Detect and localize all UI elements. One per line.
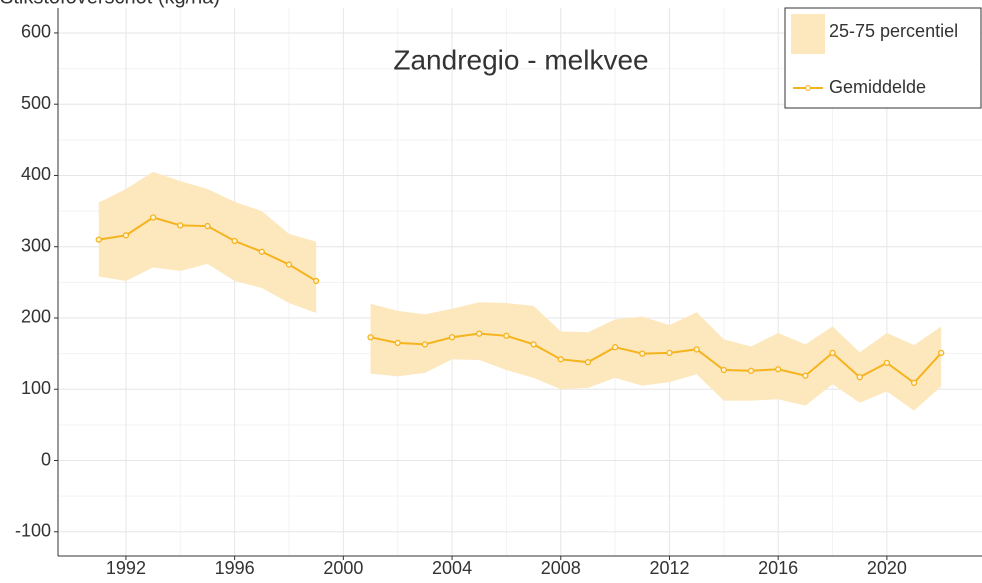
x-tick-label: 2000 [323, 558, 363, 578]
mean-point [693, 346, 700, 353]
y-axis-label: Stikstofoverschot (kg/ha) [0, 0, 220, 8]
mean-point [204, 222, 211, 230]
mean-point [231, 237, 238, 245]
legend-swatch [805, 85, 811, 91]
chart-title: Zandregio - melkvee [393, 44, 648, 75]
mean-point [122, 232, 130, 239]
mean-point [802, 372, 809, 379]
mean-point [557, 356, 564, 363]
mean-point [639, 350, 646, 357]
mean-point [394, 339, 401, 347]
legend-label: Gemiddelde [829, 77, 926, 97]
mean-point [421, 341, 429, 348]
x-tick-label: 2004 [432, 558, 472, 578]
percentile-band [370, 302, 942, 411]
mean-point [775, 366, 782, 373]
y-tick-label: 200 [21, 307, 51, 327]
mean-point [938, 349, 945, 357]
x-tick-label: 2012 [649, 558, 689, 578]
mean-point [720, 366, 727, 374]
percentile-band [98, 171, 317, 313]
mean-point [367, 334, 374, 341]
legend: 25-75 percentiel Gemiddelde [784, 7, 982, 109]
mean-point [883, 359, 891, 367]
mean-point [747, 367, 755, 374]
mean-point [95, 236, 102, 243]
mean-point [530, 341, 537, 348]
mean-point [829, 349, 836, 357]
legend-swatch [791, 14, 825, 54]
y-tick-label: 100 [21, 378, 51, 398]
mean-point [177, 222, 184, 229]
mean-point [448, 334, 456, 341]
y-tick-label: 600 [21, 22, 51, 42]
y-tick-label: 0 [41, 449, 51, 469]
x-tick-label: 2008 [541, 558, 581, 578]
mean-point [313, 277, 320, 285]
mean-point [149, 214, 157, 221]
mean-point [285, 261, 293, 268]
x-tick-label: 2020 [867, 558, 907, 578]
y-tick-label: 300 [21, 235, 51, 255]
mean-point [584, 359, 592, 366]
mean-point [611, 344, 619, 351]
mean-line [370, 332, 942, 385]
mean-point [910, 379, 918, 386]
mean-point [476, 330, 483, 337]
x-tick-label: 1992 [106, 558, 146, 578]
mean-point [503, 332, 510, 339]
mean-point [666, 349, 673, 357]
x-tick-label: 1996 [215, 558, 255, 578]
mean-point [856, 373, 863, 381]
y-tick-label: -100 [15, 521, 51, 541]
y-tick-label: 500 [21, 93, 51, 113]
x-tick-label: 2016 [758, 558, 798, 578]
legend-label: 25-75 percentiel [829, 21, 958, 41]
mean-point [258, 248, 265, 255]
y-tick-label: 400 [21, 164, 51, 184]
